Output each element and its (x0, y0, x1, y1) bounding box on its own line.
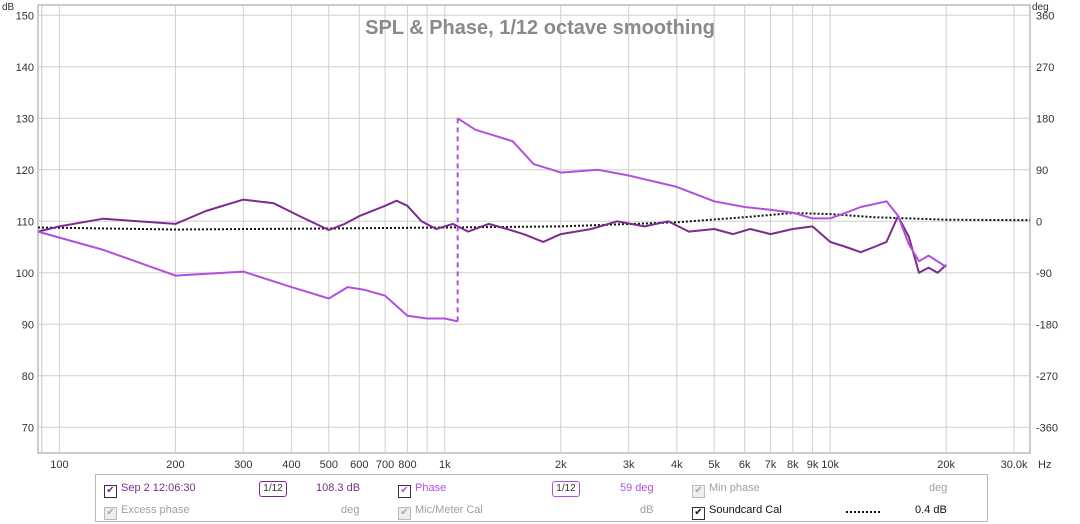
left-tick-label: 100 (16, 268, 34, 280)
right-tick-label: -90 (1036, 268, 1052, 280)
x-tick-label: 5k (708, 459, 720, 471)
min-phase-checkbox[interactable]: ✔ (692, 485, 705, 498)
right-axis-ticks: -360 -270 -180 -90 0 90 180 270 360 (1036, 10, 1058, 434)
legend-phase[interactable]: ✔ Phase (398, 481, 446, 498)
mic-meter-cal-value: dB (640, 504, 654, 516)
x-tick-label: 700 (376, 459, 394, 471)
x-tick-label: 100 (50, 459, 68, 471)
phase-label: Phase (415, 482, 447, 494)
phase-smoothing-label: 1/12 (556, 483, 576, 494)
left-tick-label: 150 (16, 10, 34, 22)
right-tick-label: 360 (1036, 10, 1054, 22)
left-tick-label: 110 (16, 216, 34, 228)
spl-smoothing-label: 1/12 (263, 483, 283, 494)
x-tick-label: 20k (937, 459, 955, 471)
left-tick-label: 80 (22, 371, 34, 383)
left-tick-label: 70 (22, 422, 34, 434)
x-tick-label: 1k (439, 459, 451, 471)
soundcard-cal-checkbox[interactable]: ✔ (692, 507, 705, 520)
x-axis-unit: Hz (1038, 459, 1051, 471)
spl-label: Sep 2 12:06:30 (121, 482, 196, 494)
x-tick-label: 3k (623, 459, 635, 471)
legend-excess-phase[interactable]: ✔ Excess phase (104, 503, 189, 520)
legend-soundcard-cal[interactable]: ✔ Soundcard Cal (692, 503, 782, 520)
chart-series (37, 117, 1031, 323)
legend-spl[interactable]: ✔ Sep 2 12:06:30 (104, 481, 196, 498)
min-phase-label: Min phase (709, 482, 760, 494)
spl-smoothing-button[interactable]: 1/12 (259, 481, 287, 497)
x-tick-label: 300 (234, 459, 252, 471)
mic-meter-cal-label: Mic/Meter Cal (415, 504, 483, 516)
left-tick-label: 120 (16, 165, 34, 177)
left-tick-label: 140 (16, 62, 34, 74)
left-tick-label: 90 (22, 319, 34, 331)
right-tick-label: 180 (1036, 113, 1054, 125)
x-tick-label: 7k (765, 459, 777, 471)
soundcard-cal-value: 0.4 dB (915, 504, 947, 516)
right-axis-unit: deg (1032, 2, 1049, 13)
legend-min-phase[interactable]: ✔ Min phase (692, 481, 760, 498)
x-tick-label: 500 (320, 459, 338, 471)
right-tick-label: -270 (1036, 371, 1058, 383)
phase-value: 59 deg (620, 482, 654, 494)
phase-smoothing-button[interactable]: 1/12 (552, 481, 580, 497)
phase-line (37, 230, 458, 323)
excess-phase-value: deg (341, 504, 360, 516)
spl-phase-chart: 70 80 90 100 110 120 130 140 150 -360 -270 -180 -90… (2, 2, 1058, 471)
phase-checkbox[interactable]: ✔ (398, 485, 411, 498)
x-tick-label: 6k (739, 459, 751, 471)
right-tick-label: -360 (1036, 422, 1058, 434)
legend-mic-meter-cal[interactable]: ✔ Mic/Meter Cal (398, 503, 483, 520)
right-tick-label: 270 (1036, 62, 1054, 74)
right-tick-label: -180 (1036, 319, 1058, 331)
x-axis-ticks: 100 200 300 400 500 600 700 800 1k 2k 3k 4k 5k 6k 7k 8k… (50, 459, 1028, 471)
spl-checkbox[interactable]: ✔ (104, 485, 117, 498)
soundcard-cal-swatch (846, 511, 880, 513)
spl-value: 108.3 dB (316, 482, 361, 494)
left-axis-ticks: 70 80 90 100 110 120 130 140 150 (16, 10, 34, 434)
x-tick-label: 200 (166, 459, 184, 471)
right-tick-label: 90 (1036, 165, 1048, 177)
excess-phase-label: Excess phase (121, 504, 190, 516)
min-phase-value: deg (929, 482, 948, 494)
soundcard-cal-line (37, 212, 1031, 231)
x-tick-label: 4k (671, 459, 683, 471)
x-tick-label: 2k (555, 459, 567, 471)
chart-title: SPL & Phase, 1/12 octave smoothing (365, 17, 715, 39)
soundcard-cal-label: Soundcard Cal (709, 504, 782, 516)
mic-meter-cal-checkbox[interactable]: ✔ (398, 507, 411, 520)
x-tick-label: 30.0k (1001, 459, 1028, 471)
x-tick-label: 9k (807, 459, 819, 471)
right-tick-label: 0 (1036, 216, 1042, 228)
spl-line (37, 198, 947, 274)
x-tick-label: 600 (350, 459, 368, 471)
phase-line (457, 117, 947, 268)
x-tick-label: 400 (282, 459, 300, 471)
x-tick-label: 10k (821, 459, 839, 471)
excess-phase-checkbox[interactable]: ✔ (104, 507, 117, 520)
x-tick-label: 800 (398, 459, 416, 471)
x-tick-label: 8k (787, 459, 799, 471)
legend-panel: ✔ Sep 2 12:06:30 1/12 108.3 dB ✔ Phase 1/1… (95, 474, 988, 522)
left-tick-label: 130 (16, 113, 34, 125)
left-axis-unit: dB (2, 2, 15, 13)
